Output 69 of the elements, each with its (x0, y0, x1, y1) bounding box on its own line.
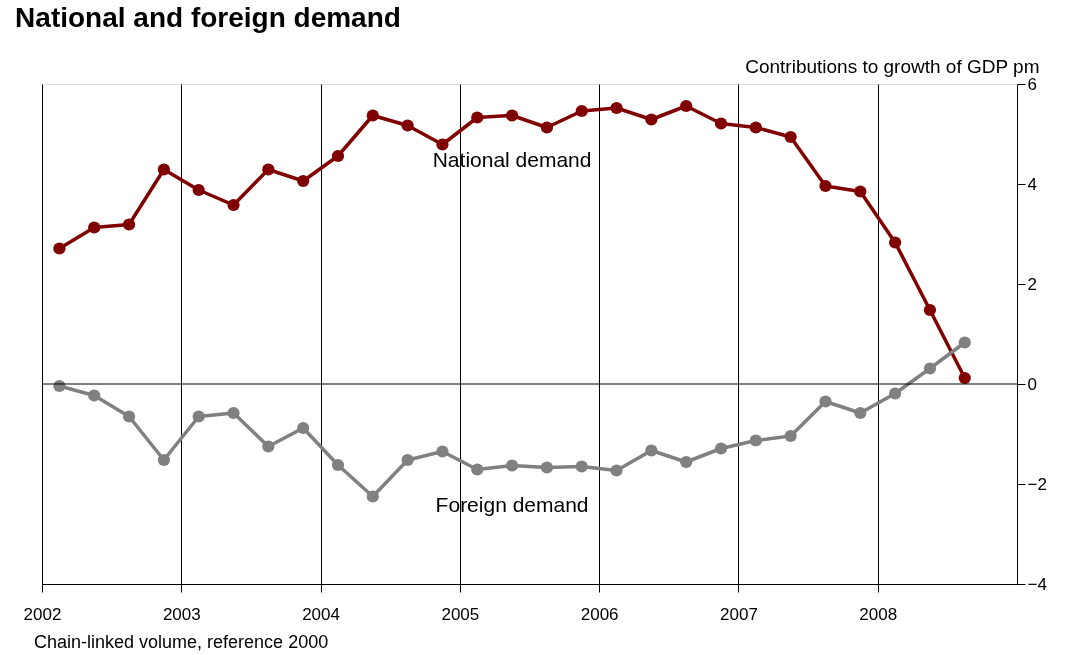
point (505, 459, 519, 472)
point (436, 445, 449, 458)
point (471, 111, 484, 124)
chart-title: National and foreign demand (15, 2, 401, 33)
point (436, 138, 449, 151)
point (157, 163, 170, 176)
point (192, 183, 205, 197)
point (714, 442, 728, 455)
point (889, 387, 902, 400)
point (540, 461, 554, 474)
point (227, 198, 240, 212)
text: Chain-linked volume, reference 2000 (34, 632, 329, 652)
point (262, 163, 275, 176)
point (749, 434, 762, 447)
y-tick-label: 4 (1027, 174, 1037, 194)
x-tick-label: 2005 (441, 604, 480, 624)
point (645, 113, 658, 126)
point (923, 303, 937, 317)
x-tick-label: 2004 (302, 604, 340, 624)
point (366, 490, 379, 503)
y-tick-label: 6 (1027, 74, 1037, 94)
x-tick-label: 2007 (720, 604, 758, 624)
point (401, 119, 414, 132)
point (958, 371, 971, 385)
point (505, 109, 519, 122)
point (122, 218, 136, 231)
point (784, 429, 797, 443)
x-tick-label: 2006 (580, 604, 619, 624)
x-tick-label: 2002 (23, 604, 62, 624)
point (540, 121, 554, 134)
point (88, 389, 101, 402)
point (610, 101, 623, 115)
point (575, 460, 588, 473)
point (819, 179, 832, 193)
point (331, 149, 345, 163)
point (854, 406, 867, 420)
point (331, 458, 345, 472)
point (819, 395, 832, 408)
point (297, 174, 310, 188)
y-tick-label: 2 (1027, 274, 1037, 294)
point (471, 463, 484, 476)
point (610, 464, 623, 477)
y-tick-label: −4 (1027, 574, 1047, 594)
point (192, 410, 205, 423)
point (157, 453, 170, 467)
point (889, 236, 902, 249)
point (297, 421, 310, 435)
y-axis-title: Contributions to growth of GDP pm (745, 55, 1040, 77)
point (122, 410, 136, 423)
point (401, 453, 414, 467)
x-tick-label: 2008 (859, 604, 898, 624)
point (714, 117, 728, 130)
point (88, 221, 101, 234)
point (923, 362, 937, 375)
y-tick-label: −2 (1027, 474, 1047, 494)
point (262, 440, 275, 453)
y-tick-label: 0 (1027, 374, 1037, 394)
point (227, 406, 240, 420)
point (958, 336, 971, 349)
point (645, 444, 658, 457)
point (784, 130, 797, 144)
point (575, 104, 588, 118)
point (749, 121, 762, 134)
point (366, 109, 379, 122)
point (680, 455, 693, 469)
point (53, 242, 66, 255)
point (854, 185, 867, 198)
point (680, 99, 693, 113)
x-tick-label: 2003 (162, 604, 201, 624)
